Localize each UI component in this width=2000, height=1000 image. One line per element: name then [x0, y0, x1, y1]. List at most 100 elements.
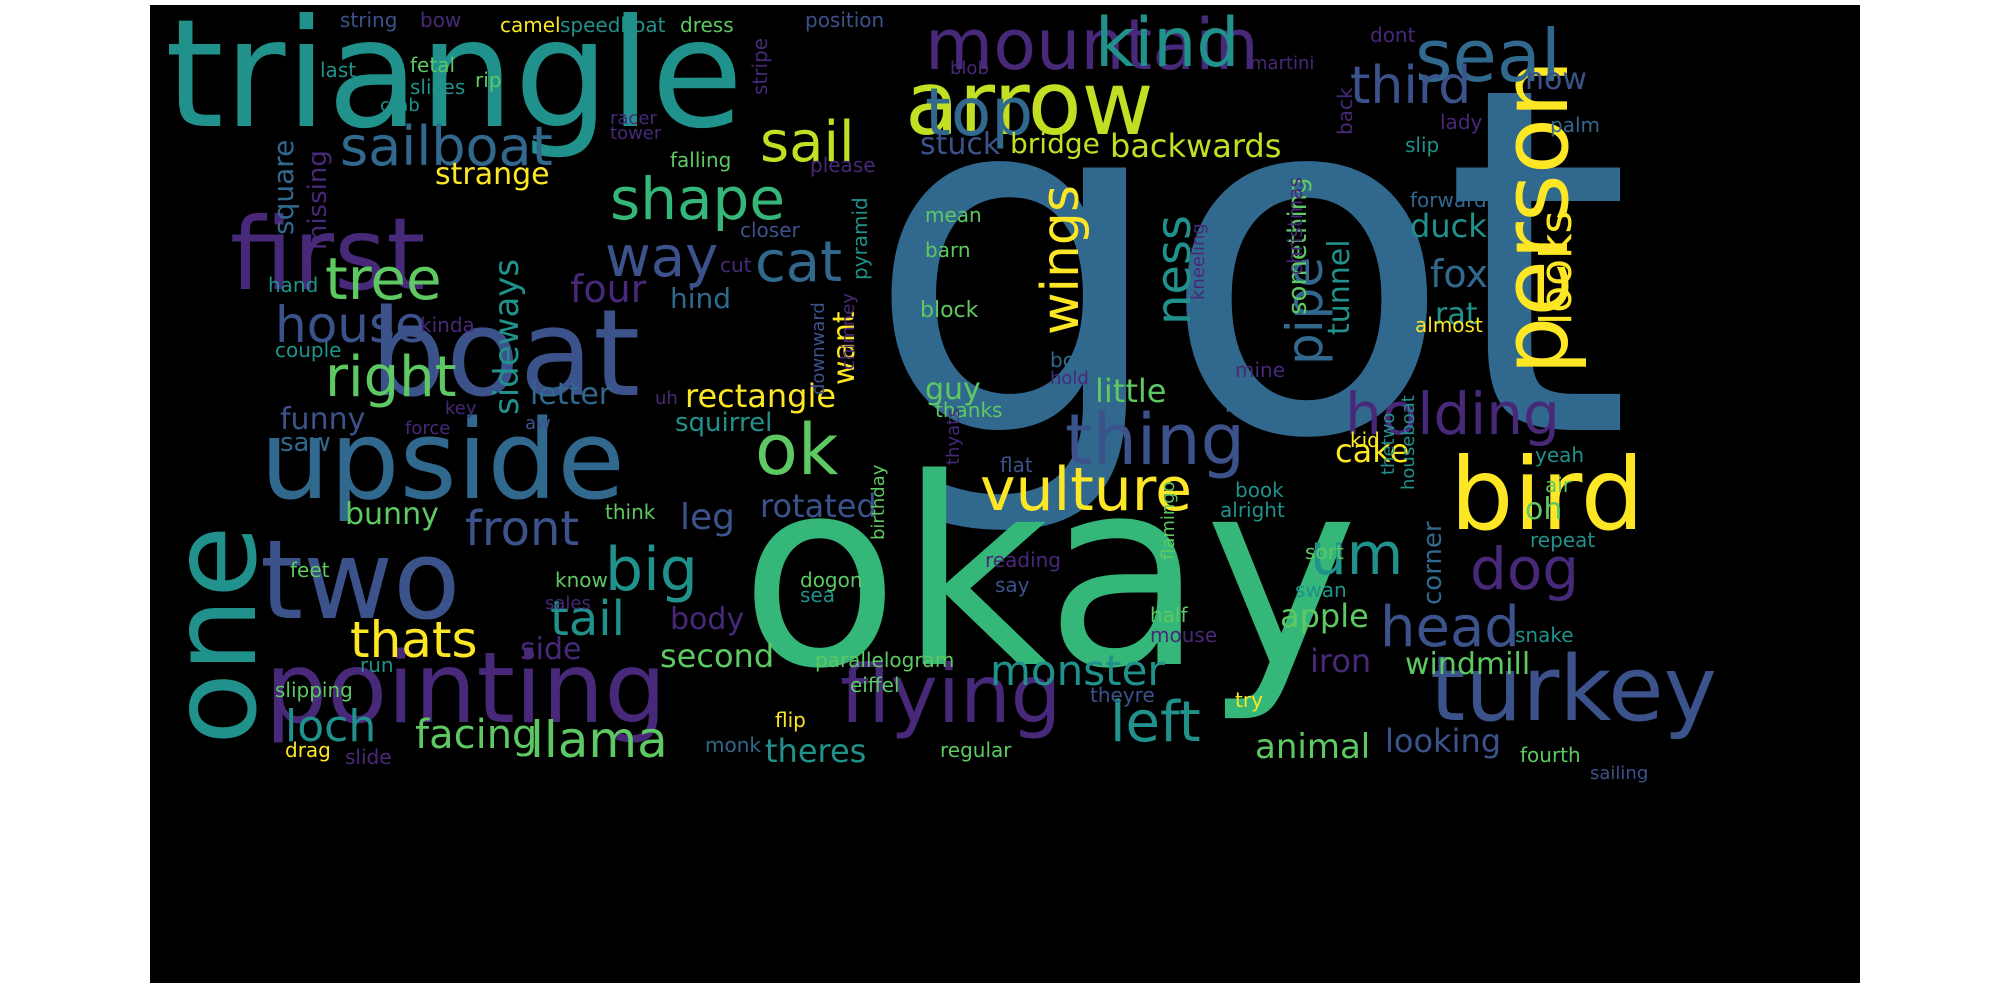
word-hind: hind	[670, 282, 732, 315]
word-rip: rip	[475, 68, 502, 92]
word-right: right	[325, 345, 457, 410]
word-dogon: dogon	[800, 568, 863, 592]
word-crab: crab	[380, 95, 420, 116]
word-house: house	[275, 296, 426, 354]
word-mine: mine	[1235, 358, 1286, 382]
word-speedboat: speedboat	[560, 13, 666, 37]
word-ok: ok	[755, 409, 839, 491]
word-dress: dress	[680, 13, 734, 37]
word-couple: couple	[275, 338, 342, 362]
word-eiffel: eiffel	[850, 673, 900, 697]
word-windmill: windmill	[1405, 647, 1531, 682]
word-flamingo: flamingo	[1158, 481, 1179, 560]
word-bird: bird	[1450, 436, 1645, 553]
word-looking: looking	[1385, 722, 1502, 760]
word-position: position	[805, 8, 885, 32]
word-uh: uh	[655, 388, 678, 409]
word-alright: alright	[1220, 498, 1285, 522]
word-stuck: stuck	[920, 127, 1001, 162]
word-first: first	[230, 196, 426, 313]
word-flying: flying	[840, 648, 1062, 741]
word-backwards: backwards	[1110, 127, 1282, 165]
word-mountain: mountain	[925, 5, 1259, 86]
word-thing: thing	[1065, 399, 1246, 481]
word-funny: funny	[280, 402, 366, 437]
word-sail: sail	[760, 110, 855, 175]
word-flat: flat	[1000, 453, 1033, 477]
word-bow: bow	[420, 8, 462, 32]
word-cake: cake	[1335, 432, 1410, 470]
word-looks: looks	[1531, 210, 1582, 325]
word-letter: letter	[530, 377, 612, 412]
word-falling: falling	[670, 148, 732, 172]
word-iron: iron	[1310, 642, 1372, 680]
word-kinda: kinda	[420, 313, 475, 337]
word-sort: sort	[1305, 540, 1344, 564]
word-theres: theres	[765, 732, 867, 770]
word-swan: swan	[1295, 578, 1347, 602]
word-seal: seal	[1415, 14, 1561, 98]
word-tower: tower	[610, 123, 662, 144]
word-two: two	[260, 516, 461, 644]
word-racer: racer	[610, 108, 657, 129]
word-fourth: fourth	[1520, 743, 1581, 767]
word-yeah: yeah	[1535, 443, 1585, 467]
word-rotated: rotated	[760, 487, 877, 525]
word-closer: closer	[740, 218, 800, 242]
word-rectangle: rectangle	[685, 377, 837, 415]
word-strange: strange	[435, 157, 550, 192]
word-arrow: arrow	[905, 52, 1154, 155]
word-saw: saw	[280, 428, 331, 458]
word-side: side	[520, 632, 582, 667]
word-missing: missing	[303, 150, 333, 250]
word-head: head	[1380, 595, 1520, 660]
word-um: um	[1310, 520, 1404, 588]
word-got: got	[865, 5, 1632, 544]
word-llama: llama	[530, 711, 668, 769]
word-drag: drag	[285, 738, 331, 762]
word-monk: monk	[705, 733, 761, 757]
word-pointing: pointing	[265, 632, 667, 746]
word-hold: hold	[1050, 368, 1089, 389]
word-run: run	[360, 653, 394, 677]
word-martini: martini	[1250, 53, 1315, 74]
word-feet: feet	[290, 558, 330, 582]
word-please: please	[810, 153, 876, 177]
word-cut: cut	[720, 253, 752, 277]
word-think: think	[605, 500, 656, 524]
word-thats: thats	[350, 611, 478, 669]
word-slide: slide	[345, 745, 392, 769]
word-kid: kid	[1350, 428, 1380, 452]
word-holding: holding	[1345, 380, 1560, 448]
word-monster: monster	[990, 646, 1165, 695]
word-theyre: theyre	[1090, 683, 1155, 707]
word-triangle: triangle	[165, 5, 744, 162]
word-sailboat: sailboat	[340, 115, 553, 178]
word-second: second	[660, 637, 775, 675]
word-dont: dont	[1370, 23, 1416, 47]
word-stripe: stripe	[748, 37, 772, 95]
word-mean: mean	[925, 203, 982, 227]
word-houseboat: houseboat	[1398, 395, 1419, 490]
word-know: know	[555, 568, 608, 592]
word-last: last	[320, 58, 357, 82]
word-slip: slip	[1405, 133, 1440, 157]
word-block: block	[920, 298, 979, 323]
word-fox: fox	[1430, 252, 1488, 296]
word-thetwo: thetwo	[1378, 412, 1399, 475]
word-base: base	[1225, 393, 1273, 417]
word-back: back	[1333, 87, 1357, 135]
word-reading: reading	[985, 548, 1061, 572]
word-aw: aw	[525, 413, 551, 434]
word-parallelogram: parallelogram	[815, 648, 955, 672]
word-oh: oh	[1525, 492, 1563, 527]
word-chimney: chimney	[838, 293, 859, 370]
word-bunny: bunny	[345, 497, 439, 532]
word-mouse: mouse	[1150, 623, 1218, 647]
word-regular: regular	[940, 738, 1012, 762]
word-guy: guy	[925, 372, 981, 407]
word-pyramid: pyramid	[848, 197, 872, 280]
word-fetal: fetal	[410, 53, 455, 77]
word-tunnel: tunnel	[1322, 239, 1357, 335]
word-third: third	[1350, 56, 1472, 116]
